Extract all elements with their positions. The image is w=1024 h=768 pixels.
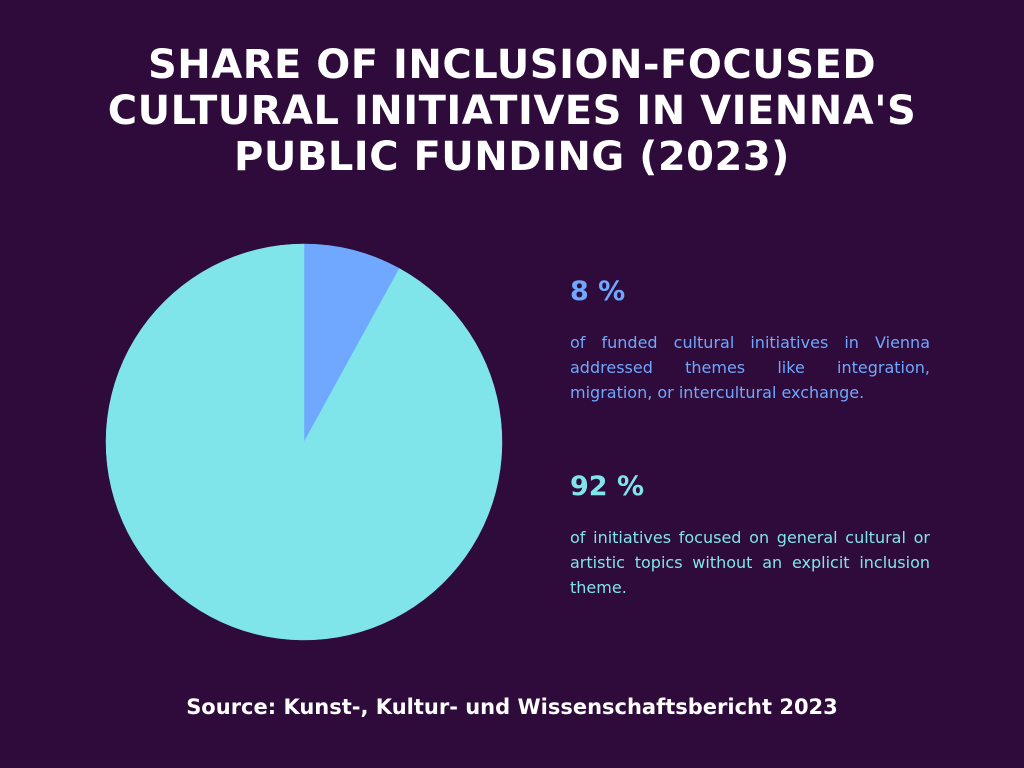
chart-title: SHARE OF INCLUSION-FOCUSED CULTURAL INIT… [107, 42, 917, 180]
pie-chart [105, 243, 503, 641]
stat-general: 92 % of initiatives focused on general c… [570, 471, 930, 600]
source-note: Source: Kunst-, Kultur- und Wissenschaft… [186, 695, 838, 719]
pie-slice-general [105, 243, 503, 641]
pie-slice-inclusion [303, 243, 400, 443]
stat-general-description: of initiatives focused on general cultur… [570, 528, 930, 597]
stat-general-value: 92 % [570, 471, 645, 502]
stat-inclusion: 8 % of funded cultural initiatives in Vi… [570, 276, 930, 405]
stat-inclusion-value: 8 % [570, 276, 626, 307]
stat-inclusion-description: of funded cultural initiatives in Vienna… [570, 333, 930, 402]
